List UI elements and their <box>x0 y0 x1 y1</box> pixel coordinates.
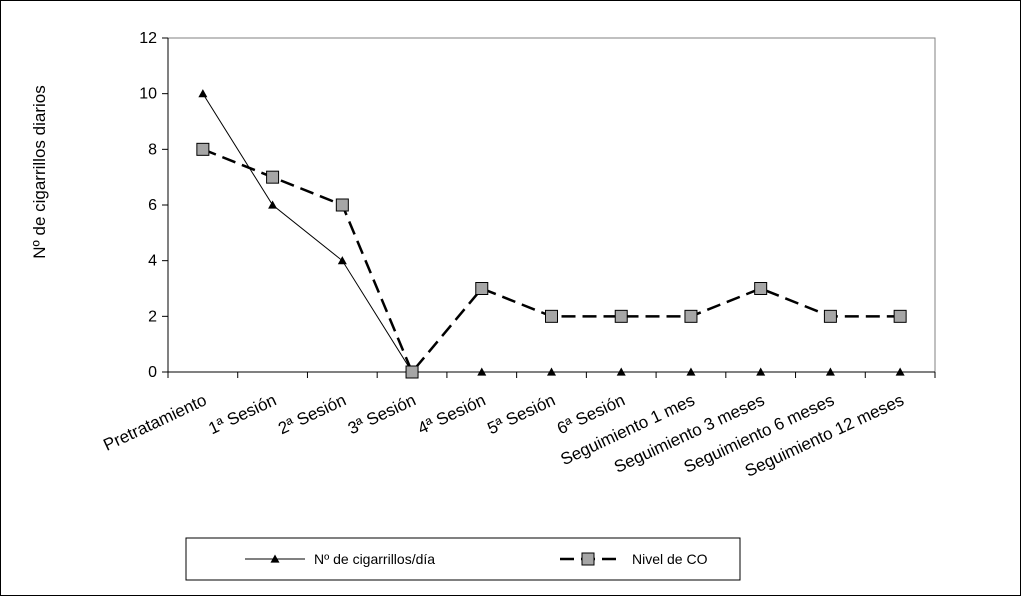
data-point-square <box>266 170 280 184</box>
x-tick-label: 4ª Sesión <box>415 390 489 438</box>
y-tick-label: 0 <box>148 364 157 381</box>
data-point-square <box>893 309 907 323</box>
y-tick-label: 4 <box>148 253 157 270</box>
x-tick-label: 1ª Sesión <box>206 390 280 438</box>
data-point-square <box>823 309 837 323</box>
data-point-square <box>545 309 558 323</box>
series-line-2 <box>202 148 901 375</box>
x-tick-label: 3ª Sesión <box>345 390 419 438</box>
data-point-triangle <box>198 89 208 98</box>
data-point-triangle <box>337 256 347 265</box>
data-point-triangle <box>547 367 556 376</box>
data-point-square <box>335 198 349 212</box>
data-point-triangle <box>268 200 278 209</box>
y-axis-label: Nº de cigarrillos diarios <box>30 85 49 258</box>
data-point-square <box>754 282 768 295</box>
y-tick-label: 10 <box>139 86 157 103</box>
legend: Nº de cigarrillos/día Nivel de CO <box>185 537 741 581</box>
data-point-triangle <box>895 367 905 376</box>
data-point-triangle <box>477 367 487 376</box>
data-point-square <box>684 309 698 323</box>
y-tick-label: 8 <box>148 141 157 158</box>
x-tick-label: Pretratamiento <box>100 390 209 454</box>
series-layer <box>196 89 907 379</box>
data-point-square <box>475 282 489 295</box>
data-point-triangle <box>270 554 280 563</box>
series-line-1 <box>202 93 901 373</box>
data-point-square <box>196 142 210 156</box>
data-point-triangle <box>825 367 835 376</box>
legend-label-1: Nº de cigarrillos/día <box>314 551 435 567</box>
data-point-triangle <box>616 367 626 376</box>
legend-label-2: Nivel de CO <box>632 551 708 567</box>
x-tick-label: 5ª Sesión <box>484 390 558 438</box>
y-tick-label: 12 <box>139 30 157 47</box>
x-tick-label: 2ª Sesión <box>275 390 349 438</box>
y-tick-label: 6 <box>148 197 157 214</box>
data-point-square <box>614 309 628 323</box>
data-point-triangle <box>686 367 696 376</box>
data-point-triangle <box>756 367 766 376</box>
y-tick-label: 2 <box>148 308 157 325</box>
data-point-square <box>405 365 419 379</box>
data-point-square <box>581 552 595 566</box>
